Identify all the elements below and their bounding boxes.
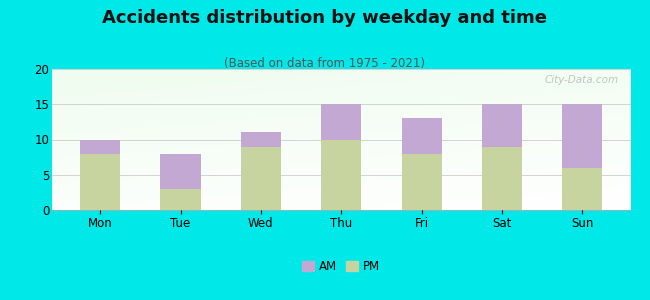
Bar [562, 168, 603, 210]
Bar [402, 118, 442, 154]
Bar [240, 147, 281, 210]
Text: (Based on data from 1975 - 2021): (Based on data from 1975 - 2021) [224, 57, 426, 70]
Bar [562, 104, 603, 168]
Bar [161, 189, 201, 210]
Legend: AM, PM: AM, PM [298, 255, 385, 278]
Bar [240, 133, 281, 147]
Text: Accidents distribution by weekday and time: Accidents distribution by weekday and ti… [103, 9, 547, 27]
Bar [161, 154, 201, 189]
Bar [402, 154, 442, 210]
Bar [482, 104, 522, 147]
Bar [321, 104, 361, 140]
Bar [482, 147, 522, 210]
Bar [321, 140, 361, 210]
Bar [80, 140, 120, 154]
Text: City-Data.com: City-Data.com [545, 75, 619, 85]
Bar [80, 154, 120, 210]
